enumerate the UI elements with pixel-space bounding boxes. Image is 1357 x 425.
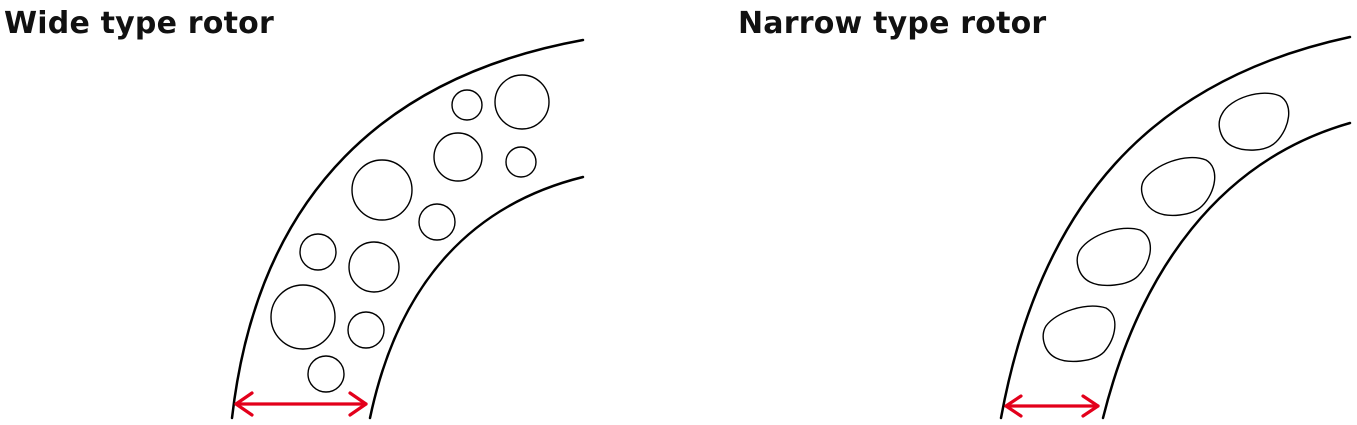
ball <box>494 74 550 130</box>
ball <box>451 89 483 121</box>
narrow-rotor-inner-rim <box>1101 121 1352 420</box>
ball <box>270 284 336 350</box>
wide-rotor-width-arrow <box>234 391 368 417</box>
wide-rotor-balls <box>270 74 550 393</box>
narrow-rotor-outer-rim <box>999 35 1352 420</box>
ball <box>299 233 337 271</box>
ball <box>351 159 413 221</box>
pocket <box>1218 92 1290 151</box>
pocket <box>1140 156 1216 217</box>
ball <box>347 311 385 349</box>
wide-rotor <box>230 38 585 420</box>
narrow-rotor-pockets <box>1042 92 1290 363</box>
wide-rotor-outer-rim <box>230 38 585 420</box>
ball <box>348 241 400 293</box>
narrow-rotor-title: Narrow type rotor <box>738 6 1047 41</box>
ball <box>418 203 456 241</box>
pocket <box>1076 227 1151 287</box>
wide-rotor-inner-rim <box>368 175 585 420</box>
pocket <box>1042 305 1116 363</box>
ball <box>505 146 537 178</box>
narrow-rotor-width-arrow <box>1004 394 1100 418</box>
wide-rotor-title: Wide type rotor <box>4 6 274 41</box>
ball <box>433 132 483 182</box>
narrow-rotor <box>999 35 1352 420</box>
ball <box>307 355 345 393</box>
